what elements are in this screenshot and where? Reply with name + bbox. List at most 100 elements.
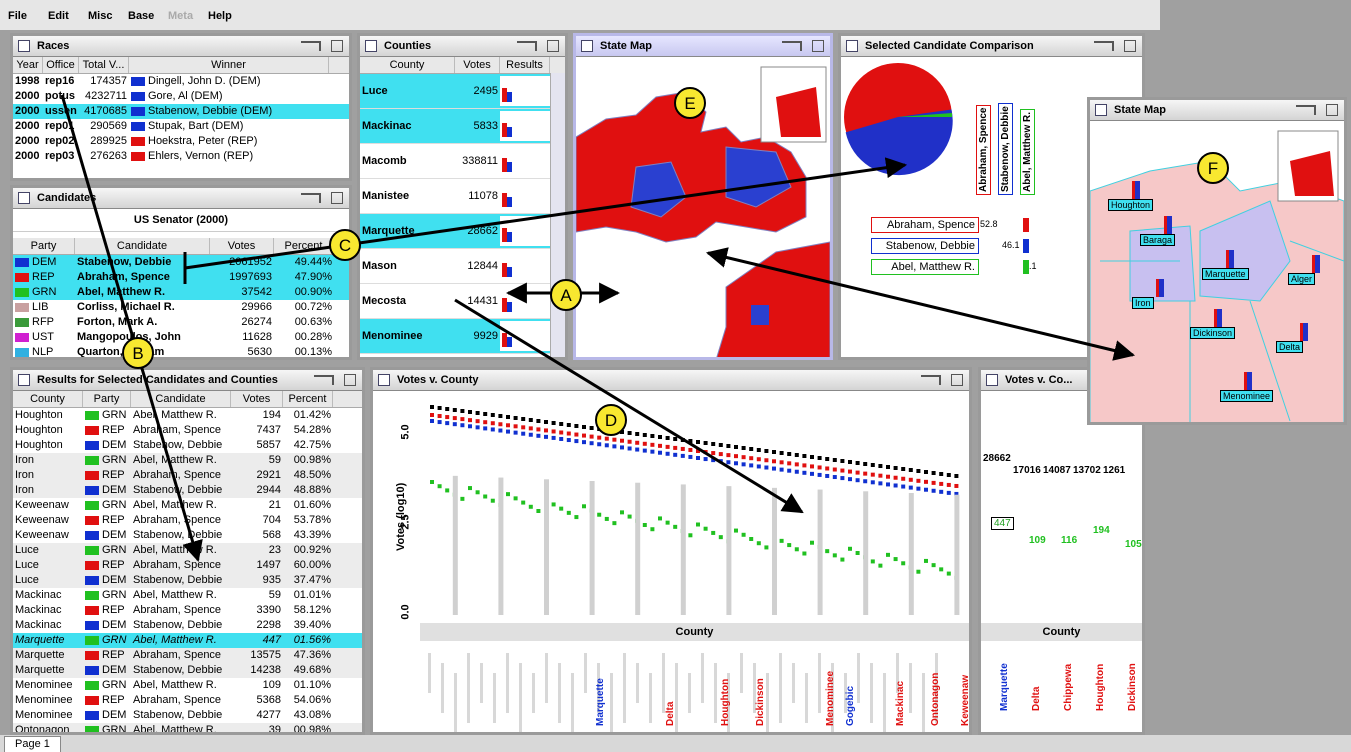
point	[840, 476, 845, 481]
cell-text: 13575	[250, 649, 281, 661]
table-row[interactable]: Keweenaw DEM Stabenow, Debbie 568 43.39%	[13, 528, 362, 543]
cell-text: Abel, Matthew R.	[133, 634, 217, 646]
table-row[interactable]: 2000 potus 4232711 Gore, Al (DEM)	[13, 89, 349, 104]
candidates-panel: Candidates US Senator (2000) Party Candidat…	[10, 185, 352, 360]
cell: 01.60%	[283, 498, 333, 513]
point	[551, 429, 556, 434]
menu-item[interactable]: Help	[208, 10, 232, 22]
cell: Ehlers, Vernon (REP)	[129, 149, 329, 164]
table-row[interactable]: Marquette GRN Abel, Matthew R. 447 01.56%	[13, 633, 362, 648]
cell: Abel, Matthew R.	[131, 453, 231, 468]
table-row[interactable]: Marquette 28662	[360, 214, 565, 249]
cell-text: Hoekstra, Peter (REP)	[148, 135, 258, 147]
table-row[interactable]: 1998 rep16 174357 Dingell, John D. (DEM)	[13, 74, 349, 89]
point	[764, 545, 769, 550]
menu-item[interactable]: File	[8, 10, 27, 22]
point	[703, 526, 708, 531]
table-row[interactable]: NLP Quarton, William 5630 00.13%	[13, 345, 349, 357]
cell: 01.56%	[283, 633, 333, 648]
point	[665, 444, 670, 449]
table-row[interactable]: Luce REP Abraham, Spence 1497 60.00%	[13, 558, 362, 573]
table-row[interactable]: Menominee GRN Abel, Matthew R. 109 01.10%	[13, 678, 362, 693]
overview-shape	[776, 87, 821, 137]
table-row[interactable]: Iron GRN Abel, Matthew R. 59 00.98%	[13, 453, 362, 468]
tab-bar: Page 1	[0, 735, 1351, 752]
point	[703, 450, 708, 455]
table-row[interactable]: Midland384	[360, 354, 565, 357]
table-row[interactable]: Ontonagon GRN Abel, Matthew R. 39 00.98%	[13, 723, 362, 732]
table-row[interactable]: LIB Corliss, Michael R. 29966 00.72%	[13, 300, 349, 315]
cell: 42.75%	[283, 438, 333, 453]
table-row[interactable]: Mackinac 5833	[360, 109, 565, 144]
table-row[interactable]: Macomb 338811	[360, 144, 565, 179]
cell: 289925	[79, 134, 129, 149]
point	[445, 415, 450, 420]
point	[460, 409, 465, 413]
cell: 37.47%	[283, 573, 333, 588]
table-row[interactable]: Keweenaw GRN Abel, Matthew R. 21 01.60%	[13, 498, 362, 513]
table-row[interactable]: RFP Forton, Mark A. 26274 00.63%	[13, 315, 349, 330]
cell: 2061952	[210, 255, 274, 270]
table-row[interactable]: Marquette DEM Stabenow, Debbie 14238 49.68%	[13, 663, 362, 678]
cell-text: LIB	[32, 301, 49, 313]
tab[interactable]: Page 1	[4, 736, 61, 752]
cell-text: REP	[102, 469, 125, 481]
table-row[interactable]: 2000 rep02 289925 Hoekstra, Peter (REP)	[13, 134, 349, 149]
table-row[interactable]: REP Abraham, Spence 1997693 47.90%	[13, 270, 349, 285]
table-row[interactable]: 2000 ussen 4170685 Stabenow, Debbie (DEM)	[13, 104, 349, 119]
table-row[interactable]: Marquette REP Abraham, Spence 13575 47.36%	[13, 648, 362, 663]
table-row[interactable]: Iron REP Abraham, Spence 2921 48.50%	[13, 468, 362, 483]
county-label: Alger	[1288, 273, 1316, 285]
point	[711, 458, 716, 463]
table-row[interactable]: 2000 rep01 290569 Stupak, Bart (DEM)	[13, 119, 349, 134]
point	[475, 490, 480, 495]
point	[718, 535, 723, 540]
table-row[interactable]: GRN Abel, Matthew R. 37542 00.90%	[13, 285, 349, 300]
table-row[interactable]: Luce GRN Abel, Matthew R. 23 00.92%	[13, 543, 362, 558]
table-row[interactable]: Mackinac REP Abraham, Spence 3390 58.12%	[13, 603, 362, 618]
table-row[interactable]: Mackinac DEM Stabenow, Debbie 2298 39.40%	[13, 618, 362, 633]
cell-text: GRN	[32, 286, 57, 298]
menu-item[interactable]: Meta	[168, 10, 194, 22]
votes-county-small-panel: Votes v. Co... 28662 17016 14087 13702 1261 44…	[978, 367, 1145, 735]
cell-text: Abraham, Spence	[133, 604, 222, 616]
table-row[interactable]: Menominee DEM Stabenow, Debbie 4277 43.08%	[13, 708, 362, 723]
point	[734, 454, 738, 459]
cell: Ontonagon	[13, 723, 83, 732]
table-row[interactable]: Menominee REP Abraham, Spence 5368 54.06%	[13, 693, 362, 708]
cell-text: DEM	[32, 256, 57, 268]
table-row[interactable]: Mackinac GRN Abel, Matthew R. 59 01.01%	[13, 588, 362, 603]
cell-text: 54.28%	[293, 424, 331, 436]
table-row[interactable]: Keweenaw REP Abraham, Spence 704 53.78%	[13, 513, 362, 528]
menu-item[interactable]: Edit	[48, 10, 69, 22]
point	[886, 465, 890, 469]
counties-panel: Counties County Votes Results Luce 2495 Mackin…	[357, 33, 568, 360]
cell: 49.68%	[283, 663, 333, 678]
point	[878, 563, 883, 568]
menu-item[interactable]: Misc	[88, 10, 113, 22]
table-row[interactable]: Iron DEM Stabenow, Debbie 2944 48.88%	[13, 483, 362, 498]
cell: 2298	[231, 618, 283, 633]
table-row[interactable]: Mecosta 14431	[360, 284, 565, 319]
table-row[interactable]: Manistee 11078	[360, 179, 565, 214]
table-row[interactable]: DEM Stabenow, Debbie 2061952 49.44%	[13, 255, 349, 270]
table-row[interactable]: Luce DEM Stabenow, Debbie 935 37.47%	[13, 573, 362, 588]
menu-item[interactable]: Base	[128, 10, 155, 22]
x-tick-label: Keweenaw	[960, 674, 969, 726]
cell: Abraham, Spence	[131, 603, 231, 618]
table-row[interactable]: UST Mangopoulos, John 11628 00.28%	[13, 330, 349, 345]
results-glyph	[500, 181, 550, 211]
cell: 290569	[79, 119, 129, 134]
table-row[interactable]: Mason 12844	[360, 249, 565, 284]
table-row[interactable]: Houghton REP Abraham, Spence 7437 54.28%	[13, 423, 362, 438]
table-row[interactable]: Menominee 9929	[360, 319, 565, 354]
table-row[interactable]: Houghton GRN Abel, Matthew R. 194 01.42%	[13, 408, 362, 423]
table-row[interactable]: Houghton DEM Stabenow, Debbie 5857 42.75%	[13, 438, 362, 453]
point	[452, 422, 457, 427]
point	[582, 425, 586, 429]
party-swatch	[131, 151, 145, 161]
cell-text: Abraham, Spence	[133, 424, 222, 436]
table-row[interactable]: Luce 2495	[360, 74, 565, 109]
table-row[interactable]: 2000 rep03 276263 Ehlers, Vernon (REP)	[13, 149, 349, 164]
cell: 47.90%	[274, 270, 334, 285]
